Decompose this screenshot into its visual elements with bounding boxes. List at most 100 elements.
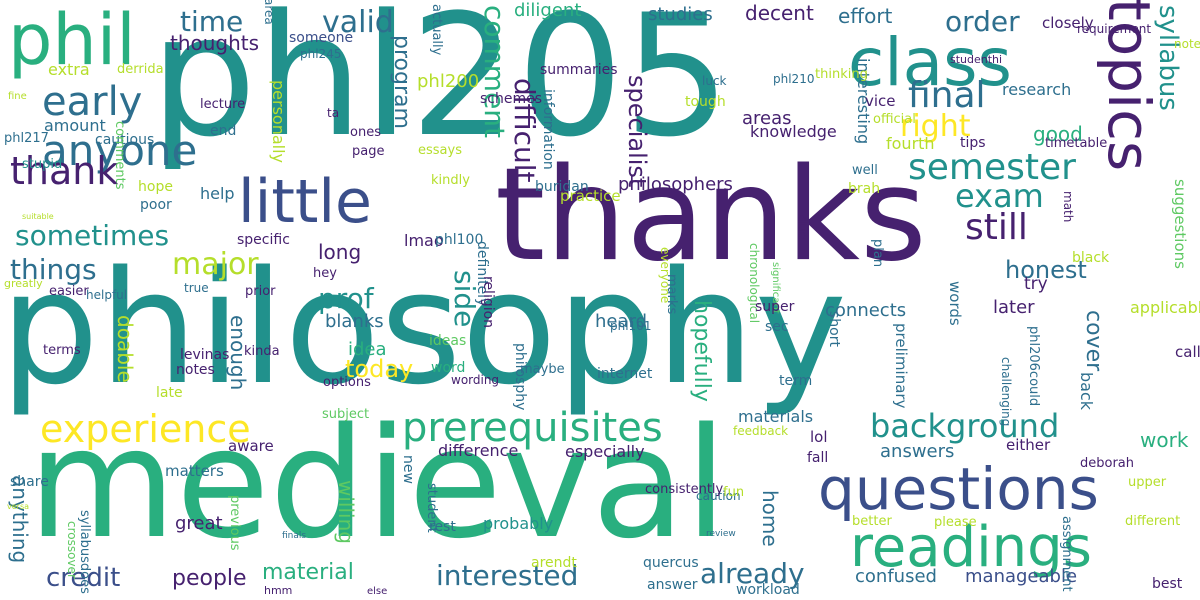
- word-interested: interested: [436, 559, 579, 592]
- word-else: else: [367, 586, 388, 597]
- word-time: time: [180, 5, 244, 38]
- word-either: either: [1006, 436, 1051, 454]
- word-material: material: [262, 560, 354, 585]
- word-valid: valid: [322, 5, 394, 40]
- word-prerequisites: prerequisites: [402, 405, 663, 451]
- word-brah: brah: [848, 181, 881, 197]
- word-student: student: [424, 483, 439, 533]
- word-work: work: [1140, 428, 1189, 452]
- word-studies: studies: [648, 4, 713, 25]
- word-tips: tips: [960, 135, 986, 151]
- word-tough: tough: [685, 94, 726, 110]
- word-prior: prior: [245, 284, 276, 299]
- word-phl200: phl200: [417, 71, 480, 92]
- word-answers: answers: [880, 441, 955, 462]
- word-consistently: consistently: [645, 482, 724, 497]
- word-workload: workload: [736, 582, 800, 598]
- word-actually: actually: [429, 4, 444, 56]
- word-schemes: schemes: [480, 91, 543, 107]
- word-philosophy: philosophy: [0, 237, 847, 419]
- word-difficult: difficult: [508, 78, 541, 183]
- word-timetable: timetable: [1045, 136, 1108, 151]
- word-confused: confused: [855, 566, 937, 587]
- word-credit: credit: [46, 563, 121, 593]
- word-long: long: [318, 240, 362, 264]
- word-word: word: [431, 360, 466, 376]
- word-subject: subject: [322, 407, 370, 422]
- word-already: already: [700, 557, 805, 590]
- word-fine: fine: [8, 91, 27, 102]
- word-anything: anything: [8, 475, 32, 564]
- word-caution: caution: [696, 489, 741, 503]
- word-background: background: [870, 407, 1060, 445]
- word-everyone: everyone: [658, 247, 672, 304]
- word-class: class: [848, 24, 1012, 101]
- word-share: share: [10, 474, 49, 490]
- word-rest: rest: [429, 519, 456, 535]
- word-extra: extra: [48, 60, 90, 79]
- word-home: home: [758, 490, 782, 547]
- word-interesting: interesting: [854, 58, 873, 145]
- word-cautious: cautious: [95, 132, 155, 148]
- word-crossover: crossover: [65, 521, 79, 579]
- word-kinda: kinda: [244, 344, 280, 359]
- word-information: information: [540, 89, 556, 170]
- word-someone: someone: [289, 30, 354, 46]
- word-closely: closely: [1042, 14, 1094, 32]
- word-applicable: applicable: [1130, 298, 1200, 317]
- word-luck: luck: [702, 74, 727, 88]
- word-specific: specific: [237, 232, 290, 248]
- word-practice: practice: [560, 187, 621, 205]
- word-experience: experience: [40, 407, 251, 451]
- word-areas: areas: [742, 108, 792, 129]
- word-readings: readings: [850, 515, 1092, 580]
- word-math: math: [1061, 191, 1075, 223]
- word-phl205: phl205: [150, 0, 731, 174]
- word-idea: idea: [348, 339, 387, 360]
- word-fall: fall: [807, 450, 829, 466]
- word-manageable: manageable: [965, 566, 1078, 587]
- word-doable: doable: [113, 315, 137, 383]
- word-deborah: deborah: [1080, 456, 1135, 471]
- word-hmm: hmm: [264, 584, 293, 597]
- word-research: research: [1002, 80, 1072, 99]
- word-end: end: [210, 123, 237, 139]
- word-thinking: thinking: [815, 67, 868, 82]
- word-hope: hope: [138, 179, 173, 195]
- word-short: short: [826, 311, 842, 347]
- word-kindly: kindly: [431, 173, 470, 188]
- word-definitely: definitely: [474, 241, 490, 307]
- word-prof: prof: [318, 282, 374, 315]
- word-phl245: phl245: [300, 47, 342, 61]
- word-sec: sec: [765, 319, 789, 335]
- word-early: early: [42, 79, 143, 125]
- word-best: best: [1152, 576, 1183, 592]
- word-preliminary: preliminary: [892, 323, 910, 409]
- word-versa: versa: [7, 502, 30, 511]
- word-summaries: summaries: [540, 62, 618, 78]
- word-phl101: phl101: [610, 319, 652, 333]
- word-well: well: [852, 163, 878, 178]
- word-easier: easier: [49, 284, 89, 299]
- word-connects: connects: [825, 300, 907, 321]
- word-late: late: [156, 385, 183, 401]
- word-anyone: anyone: [42, 126, 198, 175]
- word-medieval: medieval: [28, 395, 728, 572]
- word-effort: effort: [838, 4, 893, 28]
- word-good: good: [1033, 122, 1083, 146]
- word-phl100: phl100: [435, 232, 484, 248]
- word-note: note: [1174, 37, 1200, 51]
- word-religion: religion: [480, 276, 496, 329]
- word-specialist: specialist: [623, 75, 651, 188]
- word-still: still: [965, 207, 1028, 248]
- word-comments: comments: [112, 121, 127, 190]
- word-exam: exam: [955, 177, 1044, 215]
- word-area: area: [262, 0, 276, 25]
- word-ta: ta: [327, 106, 340, 120]
- word-little: little: [238, 167, 372, 237]
- word-right: right: [900, 109, 971, 144]
- word-phl217: phl217: [4, 131, 49, 146]
- word-amount: amount: [44, 116, 106, 135]
- word-thanks: thanks: [495, 141, 927, 290]
- word-syllabusdoes: syllabusdoes: [77, 510, 92, 594]
